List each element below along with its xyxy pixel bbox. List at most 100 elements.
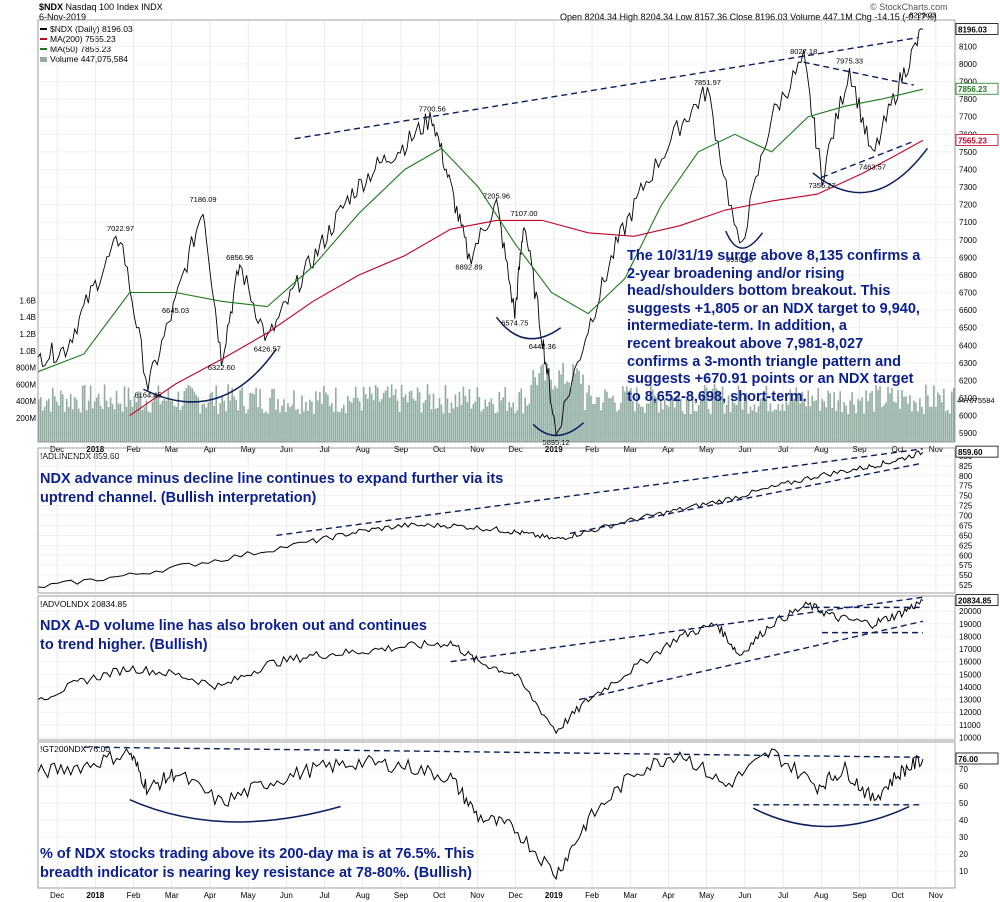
volume-bar <box>510 407 513 442</box>
volume-bar <box>947 409 949 442</box>
volume-bar <box>93 401 96 442</box>
volume-bar <box>951 391 953 442</box>
volume-bar <box>344 413 347 442</box>
y-tick-label: 6300 <box>959 359 977 368</box>
volume-bar <box>568 382 570 442</box>
volume-bar <box>354 386 357 442</box>
ma200-line <box>129 139 924 417</box>
left-shoulder-arc <box>143 348 278 403</box>
volume-bar <box>299 413 301 442</box>
volume-bar <box>544 380 546 442</box>
volume-bar <box>470 408 473 442</box>
volume-bar <box>448 412 451 442</box>
volume-bar <box>384 390 387 442</box>
volume-bar <box>570 387 572 442</box>
volume-bar <box>911 411 913 442</box>
volume-bar <box>372 400 375 442</box>
x-tick-label: 2019 <box>545 891 563 900</box>
volume-bar <box>779 410 782 442</box>
volume-bar <box>223 400 225 442</box>
volume-bar <box>502 397 505 442</box>
volume-bar <box>83 384 86 442</box>
volume-bar <box>492 404 495 442</box>
volume-bar <box>923 413 925 442</box>
volume-bar <box>91 408 94 442</box>
y-tick-label: 14000 <box>959 683 982 692</box>
volume-bar <box>584 410 586 442</box>
volume-bar <box>614 402 616 442</box>
right-dip-arc <box>725 230 764 249</box>
volume-bar <box>578 370 580 442</box>
volume-bar <box>392 394 395 442</box>
y-tick-label: 30 <box>959 833 968 842</box>
volume-bar <box>247 409 249 442</box>
y-tick-label: 5900 <box>959 429 977 438</box>
volume-bar <box>165 400 168 442</box>
y-tick-label: 750 <box>959 492 973 501</box>
volume-bar <box>598 396 600 442</box>
x-tick-label: Feb <box>127 891 141 900</box>
x-tick-label: May <box>241 445 256 454</box>
price-high-label: 8229.09 <box>909 11 936 20</box>
volume-bar <box>610 398 612 442</box>
volume-bar <box>261 408 263 442</box>
volume-bar <box>123 386 126 442</box>
volume-bar <box>464 396 467 442</box>
price-point-label: 7463.57 <box>859 162 886 171</box>
volume-bar <box>378 401 381 442</box>
volume-bar <box>622 386 624 442</box>
volume-bar <box>388 397 391 442</box>
symbol: $NDX <box>39 2 64 12</box>
volume-bar <box>313 413 315 442</box>
y-tick-label: 20 <box>959 850 968 859</box>
volume-bar <box>717 391 720 442</box>
price-point-labels: 7022.97 6164.45 6645.03 7186.09 6322.60 6856.… <box>107 11 999 765</box>
volume-bar <box>474 401 477 442</box>
volume-bar <box>516 410 519 442</box>
volume-bar <box>795 387 798 442</box>
last-value-label: 8196.03 <box>958 25 987 34</box>
last-value-box <box>955 23 999 35</box>
y-tick-label: 7900 <box>959 78 977 87</box>
volume-bar <box>125 406 128 442</box>
volume-bar <box>55 401 58 442</box>
volume-bar <box>235 399 237 442</box>
x-tick-label: 2019 <box>545 445 563 454</box>
volume-bar <box>721 386 724 442</box>
volume-bar <box>257 407 259 442</box>
last-value-label: 7856.23 <box>958 85 987 94</box>
volume-bar <box>506 410 509 442</box>
y-tick-label: 10 <box>959 867 968 876</box>
volume-bar <box>289 407 291 442</box>
price-point-label: 8027.18 <box>790 47 817 56</box>
volume-bar <box>396 400 399 442</box>
volume-bar <box>364 394 367 442</box>
volume-bar <box>807 390 810 442</box>
volume-bar <box>454 394 457 442</box>
volume-bar <box>434 408 437 442</box>
chart-date: 6-Nov-2019 <box>39 12 87 22</box>
volume-bar <box>137 391 140 442</box>
volume-bar <box>618 409 620 442</box>
volume-bar <box>57 405 60 442</box>
volume-bar <box>783 410 786 442</box>
volume-bar <box>456 407 459 442</box>
volume-bar <box>679 399 682 442</box>
volume-bar <box>368 386 371 442</box>
volume-bar <box>420 412 423 442</box>
volume-bar <box>945 411 947 442</box>
volume-bar <box>749 406 752 442</box>
volume-bar <box>103 384 106 442</box>
volume-bar <box>245 413 247 442</box>
x-tick-label: Dec <box>50 445 64 454</box>
volume-tick-label: 1.4B <box>20 313 36 322</box>
y-tick-label: 7400 <box>959 165 977 174</box>
volume-bar <box>275 409 277 442</box>
volume-bar <box>49 411 52 442</box>
y-tick-label: 675 <box>959 521 973 530</box>
volume-bar <box>849 400 851 442</box>
volume-bar <box>356 398 359 442</box>
last-value-box <box>955 445 999 458</box>
volume-bar <box>350 402 353 442</box>
y-tick-label: 525 <box>959 581 973 590</box>
